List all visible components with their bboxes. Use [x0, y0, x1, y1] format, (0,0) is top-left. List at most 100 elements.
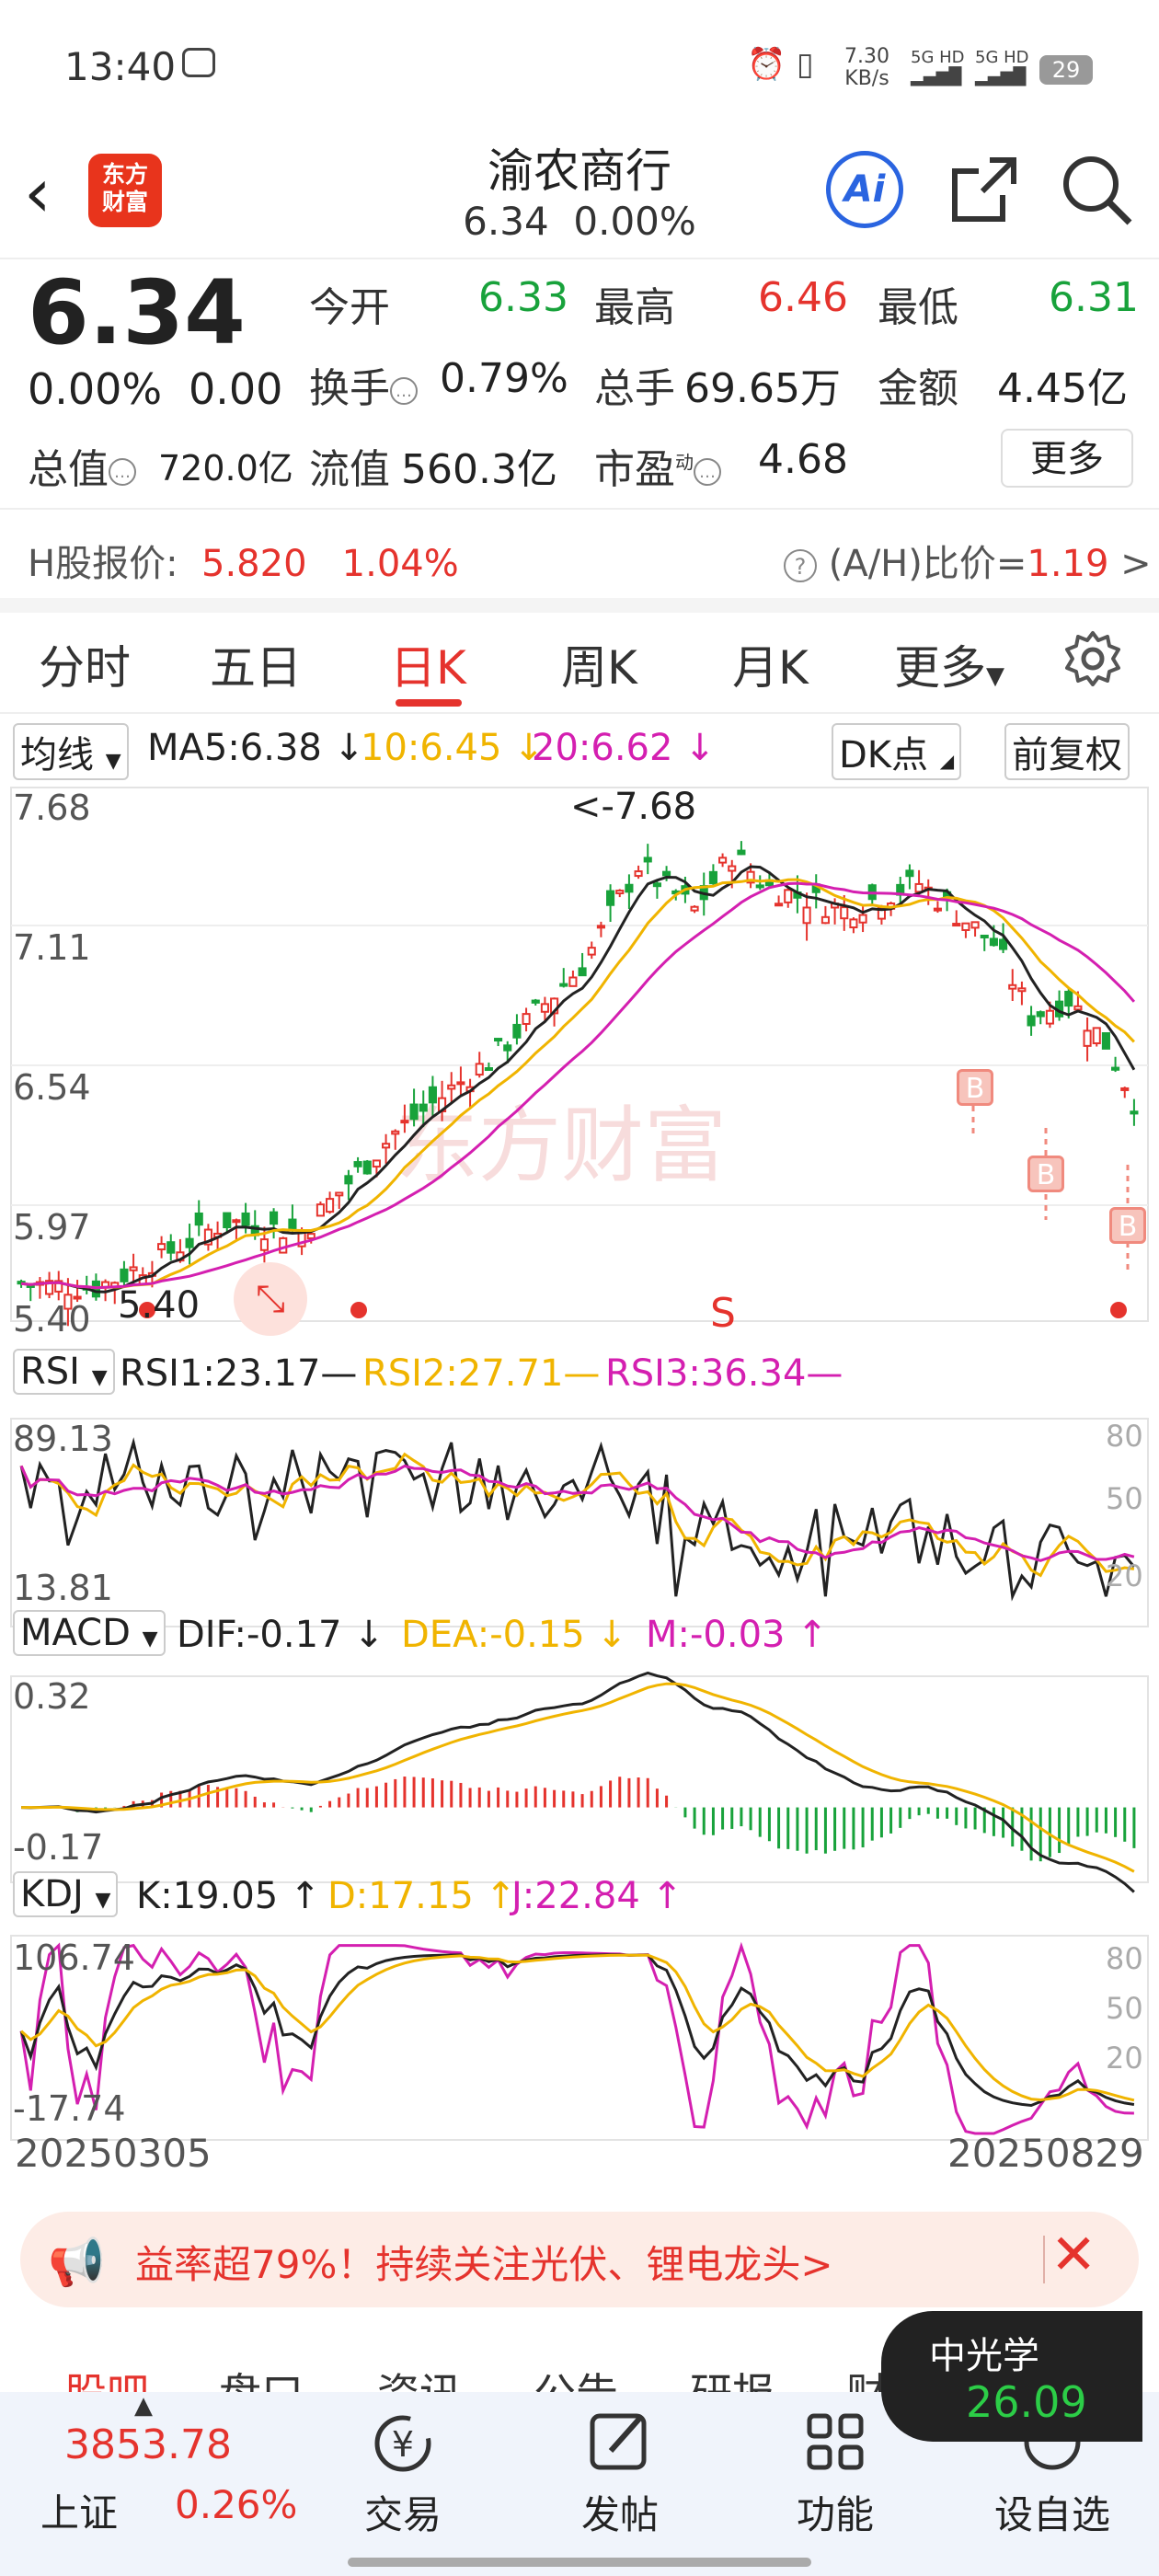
macd-selector[interactable]: MACD ▼: [13, 1610, 166, 1656]
rsi-y-min: 13.81: [13, 1568, 113, 1608]
candle-body: [1130, 1110, 1139, 1115]
close-icon[interactable]: ✕: [1050, 2223, 1097, 2287]
adjust-mode-toggle[interactable]: 前复权: [1004, 723, 1130, 780]
status-time: 13:40: [64, 44, 177, 89]
kdj-selector[interactable]: KDJ ▼: [13, 1871, 119, 1917]
floating-quote-card[interactable]: [881, 2311, 1142, 2442]
rsi3-line: [19, 1464, 1135, 1562]
candle-body: [391, 1130, 400, 1135]
info-icon[interactable]: …: [390, 377, 418, 405]
candle-body: [643, 857, 652, 863]
screenshot-icon: [182, 48, 215, 77]
tab-announcements[interactable]: 公告: [534, 2361, 618, 2392]
candle-body: [456, 1081, 465, 1086]
dif-line: [21, 1671, 1135, 1893]
index-percent[interactable]: 0.26%: [175, 2482, 298, 2527]
low-value: 6.31: [1049, 274, 1139, 321]
candle-body: [690, 905, 699, 912]
floating-quote-price[interactable]: 26.09: [966, 2377, 1087, 2427]
candle-body: [447, 1084, 456, 1090]
candle-body: [1073, 1005, 1083, 1011]
info-icon[interactable]: …: [694, 458, 721, 486]
candle-body: [503, 1044, 512, 1052]
index-name[interactable]: 上证: [40, 2490, 119, 2536]
candle-body: [615, 890, 625, 895]
candle-body: [63, 1294, 73, 1310]
apps-grid-icon[interactable]: [762, 2405, 909, 2492]
date-start: 20250305: [15, 2131, 212, 2176]
candle-body: [475, 1063, 484, 1076]
kline-chart-area[interactable]: 均线 ▼ MA5:6.38 ↓ 10:6.45 ↓ 20:6.62 ↓ DK点 …: [0, 714, 1159, 2176]
tab-research[interactable]: 研报: [690, 2361, 775, 2392]
candle-body: [1045, 1009, 1054, 1025]
info-icon[interactable]: …: [109, 458, 136, 486]
tab-news[interactable]: 资讯: [377, 2361, 462, 2392]
index-value[interactable]: 3853.78: [64, 2421, 232, 2468]
tab-more[interactable]: 更多▼: [894, 641, 1004, 695]
ah-ratio[interactable]: ? (A/H)比价=1.19 >: [784, 534, 1152, 587]
tab-forum[interactable]: 股吧: [64, 2361, 149, 2392]
rsi1-line: [19, 1437, 1136, 1602]
kdj-j-line: [19, 1941, 1134, 2135]
promo-banner[interactable]: 📢 益率超79%！持续关注光伏、锂电龙头> ✕: [20, 2212, 1139, 2307]
candle-body: [1092, 1027, 1101, 1045]
tab-orderbook[interactable]: 盘口: [219, 2361, 304, 2392]
candle-body: [625, 883, 634, 893]
ma-selector[interactable]: 均线 ▼: [13, 723, 129, 780]
kdj-level-80: 80: [1106, 1941, 1143, 1976]
floating-quote-name[interactable]: 中光学: [929, 2335, 1039, 2377]
rsi2-value: RSI2:27.71—: [362, 1352, 601, 1395]
kdj-d-value: D:17.15 ↑: [327, 1875, 517, 1917]
candle-body: [259, 1238, 269, 1251]
candle-body: [587, 947, 596, 956]
kdj-k-value: K:19.05 ↑: [136, 1875, 321, 1917]
nav-add-watchlist[interactable]: 设自选: [993, 2492, 1110, 2537]
trade-icon[interactable]: ¥: [329, 2405, 476, 2492]
svg-text:¥: ¥: [392, 2424, 414, 2465]
candle-body: [737, 849, 746, 856]
nav-post[interactable]: 发帖: [580, 2492, 659, 2537]
tab-daily-k[interactable]: 日K: [390, 641, 466, 695]
open-label: 今开: [309, 284, 390, 331]
ai-assistant-button[interactable]: Ai: [826, 151, 903, 228]
tab-weekly-k[interactable]: 周K: [561, 641, 637, 695]
float-cap-label: 流值: [309, 446, 390, 493]
candle-body: [999, 938, 1008, 950]
ma20-value: 20:6.62 ↓: [532, 727, 716, 769]
nav-functions[interactable]: 功能: [796, 2492, 874, 2537]
rsi-selector[interactable]: RSI ▼: [13, 1349, 115, 1395]
volume-value: 69.65万: [684, 365, 841, 412]
macd-m-value: M:-0.03 ↑: [646, 1614, 828, 1656]
candle-body: [728, 865, 737, 872]
candle-body: [512, 1023, 522, 1039]
candle-body: [540, 1003, 549, 1013]
tab-intraday[interactable]: 分时: [39, 641, 131, 695]
candle-body: [980, 934, 989, 938]
home-indicator[interactable]: [348, 2558, 811, 2567]
kdj-d-line: [20, 1953, 1135, 2102]
expand-chart-icon[interactable]: ⤡: [234, 1262, 307, 1336]
post-edit-icon[interactable]: [546, 2405, 694, 2492]
back-button[interactable]: ‹: [24, 154, 52, 233]
dk-point-toggle[interactable]: DK点 ◢: [832, 723, 962, 780]
share-icon[interactable]: [947, 153, 1021, 226]
change-percent: 0.00%: [28, 364, 163, 414]
chart-panel: [10, 1675, 1149, 1883]
settings-gear-icon[interactable]: [1061, 627, 1124, 690]
high-label: 最高: [594, 284, 675, 331]
sell-marker: S: [710, 1290, 736, 1337]
candle-body: [129, 1266, 138, 1271]
search-icon[interactable]: [1058, 151, 1135, 228]
header: ‹ 东方 财富 渝农商行 6.34 0.00% Ai: [0, 129, 1159, 259]
tab-five-day[interactable]: 五日: [210, 641, 302, 695]
period-low-label: 5.40: [118, 1284, 201, 1327]
ma10-value: 10:6.45 ↓: [361, 727, 545, 769]
more-button[interactable]: 更多: [1001, 429, 1133, 488]
candle-body: [353, 1161, 362, 1167]
h-share-quote[interactable]: H股报价: 5.820 1.04%: [28, 543, 459, 585]
nav-trade[interactable]: 交易: [363, 2492, 442, 2537]
kline-chart[interactable]: 东方财富: [0, 778, 1159, 2149]
tab-monthly-k[interactable]: 月K: [732, 641, 809, 695]
candle-body: [73, 1295, 82, 1300]
ma20-line: [20, 881, 1136, 1290]
